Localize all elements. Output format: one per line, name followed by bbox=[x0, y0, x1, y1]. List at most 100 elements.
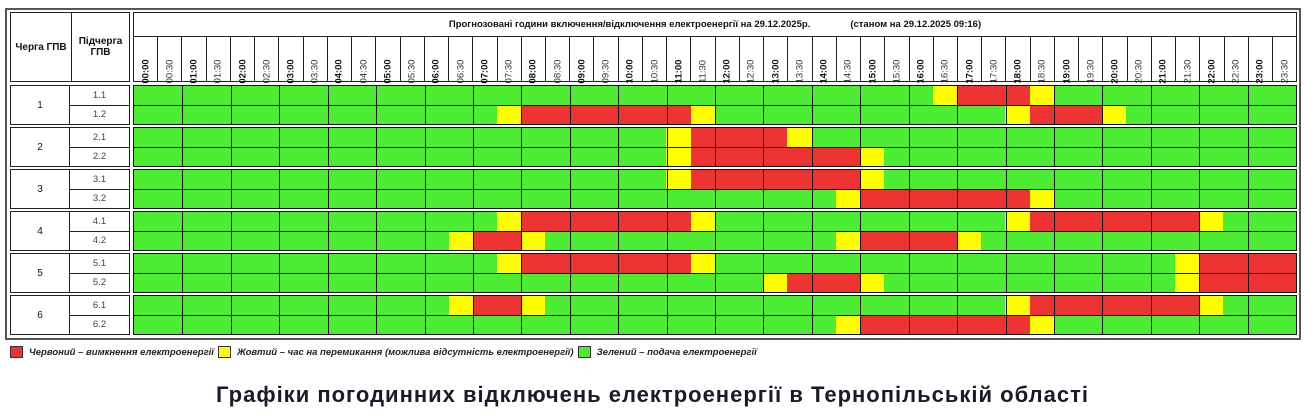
slot-power-on bbox=[932, 170, 957, 189]
slot-power-on bbox=[811, 105, 836, 124]
slot-power-on bbox=[497, 86, 522, 105]
hour-divider bbox=[1199, 296, 1201, 315]
slot-power-on bbox=[182, 189, 207, 208]
legend-label: Жовтий – час на перемикання (можлива від… bbox=[236, 346, 574, 358]
hour-divider bbox=[1247, 105, 1249, 124]
hour-divider bbox=[424, 86, 426, 105]
slot-power-on bbox=[472, 254, 498, 273]
hour-divider bbox=[1005, 128, 1007, 147]
slot-power-on bbox=[376, 128, 401, 147]
hour-divider bbox=[472, 315, 474, 334]
slot-power-on bbox=[1077, 273, 1103, 292]
slot-outage bbox=[763, 170, 788, 189]
slot-power-on bbox=[956, 273, 982, 292]
slot-power-on bbox=[327, 170, 352, 189]
slot-power-on bbox=[884, 254, 909, 273]
slot-power-on bbox=[279, 296, 304, 315]
slot-power-on bbox=[134, 296, 159, 315]
slot-power-on bbox=[981, 273, 1006, 292]
slot-power-on bbox=[1126, 128, 1151, 147]
slot-power-on bbox=[182, 273, 207, 292]
hour-divider bbox=[230, 273, 232, 292]
hour-divider bbox=[279, 105, 281, 124]
hour-divider bbox=[1150, 296, 1152, 315]
slot-outage bbox=[1029, 212, 1054, 231]
hour-divider bbox=[521, 147, 523, 166]
slot-outage bbox=[618, 105, 643, 124]
slot-power-on bbox=[860, 128, 885, 147]
time-slot-label: 16:00 bbox=[915, 59, 927, 84]
hour-divider bbox=[908, 315, 910, 334]
slot-power-on bbox=[714, 86, 740, 105]
hour-divider bbox=[521, 105, 523, 124]
slot-power-on bbox=[255, 273, 280, 292]
slot-power-on bbox=[448, 105, 473, 124]
slot-power-on bbox=[448, 254, 473, 273]
hour-divider bbox=[182, 296, 184, 315]
slot-outage bbox=[811, 273, 836, 292]
slot-power-on bbox=[666, 86, 691, 105]
slot-switching bbox=[1005, 296, 1030, 315]
hour-divider bbox=[908, 128, 910, 147]
schedule-row-2.2 bbox=[134, 147, 1296, 166]
slot-outage bbox=[497, 231, 522, 250]
time-slot-label: 13:30 bbox=[794, 59, 806, 84]
slot-power-on bbox=[448, 170, 473, 189]
slot-power-on bbox=[593, 170, 619, 189]
slot-switching bbox=[835, 189, 861, 208]
slot-power-on bbox=[279, 189, 304, 208]
slot-power-on bbox=[956, 147, 982, 166]
slot-power-on bbox=[981, 147, 1006, 166]
slot-power-on bbox=[424, 273, 449, 292]
hour-divider bbox=[715, 212, 716, 231]
hour-divider bbox=[908, 189, 910, 208]
slot-power-on bbox=[230, 315, 256, 334]
slot-outage bbox=[714, 147, 740, 166]
hour-divider bbox=[618, 254, 620, 273]
hour-divider bbox=[521, 231, 523, 250]
slot-power-on bbox=[884, 212, 909, 231]
slot-outage bbox=[1174, 212, 1199, 231]
slot-switching bbox=[666, 128, 691, 147]
slot-power-on bbox=[908, 128, 933, 147]
hour-divider bbox=[1005, 296, 1007, 315]
slot-power-on bbox=[787, 189, 812, 208]
slot-power-on bbox=[448, 212, 473, 231]
slot-switching bbox=[666, 170, 691, 189]
hour-divider bbox=[521, 273, 523, 292]
slot-outage bbox=[690, 170, 715, 189]
slot-power-on bbox=[739, 296, 764, 315]
time-slot-header: 04:00 bbox=[328, 37, 353, 84]
hour-divider bbox=[569, 273, 571, 292]
hour-divider bbox=[327, 231, 329, 250]
slot-power-on bbox=[303, 105, 328, 124]
slot-power-on bbox=[182, 147, 207, 166]
slot-power-on bbox=[1150, 231, 1175, 250]
slot-power-on bbox=[1102, 315, 1127, 334]
time-slot-header: 22:30 bbox=[1225, 37, 1249, 83]
slot-power-on bbox=[255, 296, 280, 315]
slot-power-on bbox=[932, 273, 957, 292]
slot-power-on bbox=[1005, 170, 1030, 189]
slot-power-on bbox=[569, 231, 594, 250]
slot-power-on bbox=[134, 189, 159, 208]
slot-power-on bbox=[714, 105, 740, 124]
legend-item-red: Червоний – вимкнення електроенергії bbox=[10, 346, 214, 358]
time-slot-header: 17:30 bbox=[982, 37, 1007, 83]
hour-divider bbox=[811, 273, 813, 292]
hour-divider bbox=[908, 296, 910, 315]
slot-power-on bbox=[545, 315, 570, 334]
hour-divider bbox=[1247, 315, 1249, 334]
slot-power-on bbox=[908, 296, 933, 315]
time-slot-header: 23:00 bbox=[1249, 37, 1274, 84]
slot-power-on bbox=[134, 315, 159, 334]
hour-divider bbox=[618, 128, 620, 147]
slot-power-on bbox=[327, 254, 352, 273]
slot-switching bbox=[835, 231, 861, 250]
slot-power-on bbox=[279, 273, 304, 292]
hour-divider bbox=[715, 315, 716, 334]
slot-outage bbox=[521, 105, 546, 124]
slot-power-on bbox=[1247, 170, 1272, 189]
slot-power-on bbox=[714, 231, 740, 250]
hour-divider bbox=[521, 296, 523, 315]
